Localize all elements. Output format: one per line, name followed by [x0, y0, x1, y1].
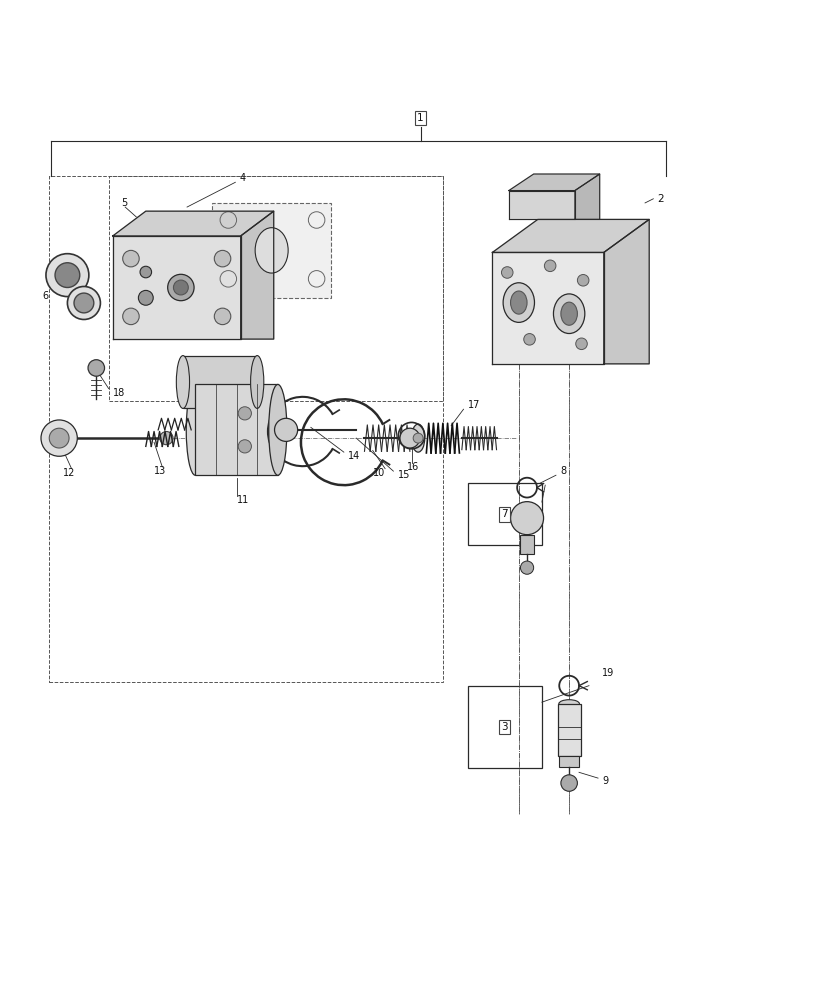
Text: 18: 18: [112, 388, 125, 398]
Circle shape: [399, 428, 419, 448]
Bar: [108, 176, 442, 401]
Text: 8: 8: [559, 466, 566, 476]
Bar: [49, 176, 442, 682]
Circle shape: [510, 502, 543, 535]
Circle shape: [55, 263, 79, 288]
Bar: [520, 535, 533, 554]
Bar: [212, 203, 331, 298]
Ellipse shape: [552, 294, 584, 334]
Circle shape: [214, 308, 231, 325]
Circle shape: [275, 418, 297, 441]
Ellipse shape: [411, 424, 424, 452]
Circle shape: [575, 338, 586, 350]
Ellipse shape: [176, 356, 189, 408]
Circle shape: [74, 293, 93, 313]
Circle shape: [41, 420, 77, 456]
Polygon shape: [509, 174, 599, 191]
Text: 11: 11: [237, 495, 249, 505]
Circle shape: [88, 360, 104, 376]
Text: 17: 17: [467, 400, 480, 410]
Text: 9: 9: [601, 776, 608, 786]
Circle shape: [520, 561, 533, 574]
Circle shape: [45, 254, 88, 297]
Ellipse shape: [255, 228, 288, 273]
Text: 12: 12: [63, 468, 75, 478]
Ellipse shape: [558, 700, 579, 708]
Text: 10: 10: [372, 468, 385, 478]
Ellipse shape: [186, 384, 204, 475]
Text: 6: 6: [43, 291, 49, 301]
Circle shape: [413, 433, 423, 443]
Text: 1: 1: [417, 113, 423, 123]
Text: 15: 15: [397, 470, 409, 480]
Text: 7: 7: [501, 509, 508, 519]
Circle shape: [238, 407, 251, 420]
Polygon shape: [492, 252, 603, 364]
Bar: [183, 356, 257, 408]
Circle shape: [523, 334, 535, 345]
Bar: [558, 756, 578, 767]
Circle shape: [238, 440, 251, 453]
Circle shape: [501, 267, 513, 278]
Ellipse shape: [503, 283, 534, 322]
Ellipse shape: [510, 291, 527, 314]
Circle shape: [67, 286, 100, 319]
Ellipse shape: [168, 274, 194, 301]
Circle shape: [49, 428, 69, 448]
Bar: [467, 483, 541, 545]
Text: 2: 2: [657, 194, 663, 204]
Text: 13: 13: [154, 466, 166, 476]
Circle shape: [543, 260, 555, 272]
Circle shape: [122, 250, 139, 267]
Text: 19: 19: [601, 668, 614, 678]
Text: 16: 16: [407, 462, 419, 472]
Bar: [195, 384, 278, 475]
Text: 5: 5: [121, 198, 127, 208]
Polygon shape: [492, 219, 648, 252]
Circle shape: [160, 432, 173, 445]
Ellipse shape: [138, 290, 153, 305]
Ellipse shape: [269, 384, 287, 475]
Circle shape: [122, 308, 139, 325]
Polygon shape: [241, 211, 274, 339]
Circle shape: [214, 250, 231, 267]
Text: 3: 3: [501, 722, 508, 732]
Ellipse shape: [560, 302, 576, 325]
Polygon shape: [112, 236, 241, 339]
Ellipse shape: [140, 266, 151, 278]
Bar: [467, 686, 541, 768]
Polygon shape: [603, 219, 648, 364]
Polygon shape: [574, 174, 599, 219]
Bar: [557, 704, 580, 756]
Polygon shape: [509, 191, 574, 219]
Ellipse shape: [173, 280, 188, 295]
Ellipse shape: [251, 356, 264, 408]
Circle shape: [560, 775, 576, 791]
Circle shape: [576, 275, 588, 286]
Text: 4: 4: [239, 173, 246, 183]
Polygon shape: [112, 211, 274, 236]
Text: 14: 14: [347, 451, 360, 461]
